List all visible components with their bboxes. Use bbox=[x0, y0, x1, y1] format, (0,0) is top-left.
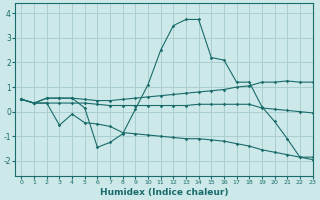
X-axis label: Humidex (Indice chaleur): Humidex (Indice chaleur) bbox=[100, 188, 228, 197]
